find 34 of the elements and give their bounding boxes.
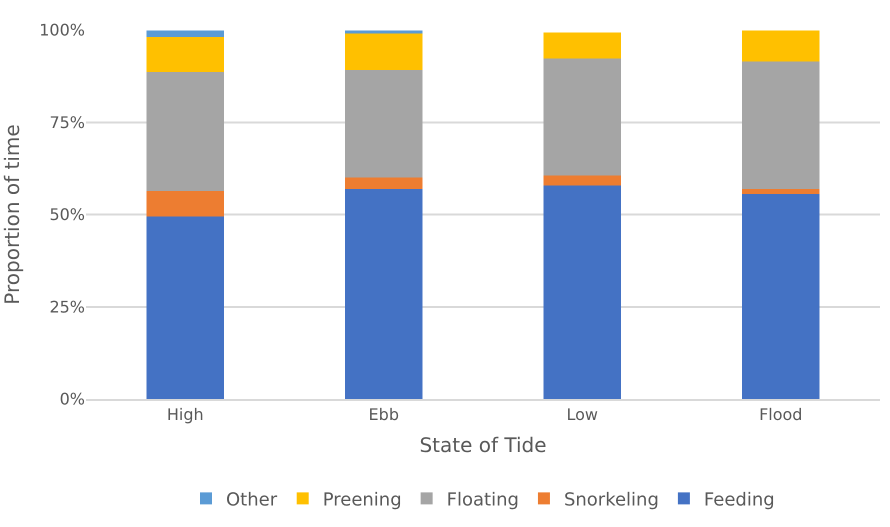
- legend-label: Snorkeling: [564, 489, 659, 510]
- y-tick-label: 25%: [49, 297, 85, 316]
- bar: [544, 186, 621, 399]
- bar: [146, 216, 224, 399]
- bar: [345, 178, 422, 190]
- legend-label: Other: [226, 489, 278, 510]
- x-tick-label: Low: [566, 404, 598, 424]
- y-tick-label: 100%: [39, 20, 85, 40]
- y-tick-label: 75%: [49, 112, 85, 132]
- y-axis-title: Proportion of time: [0, 124, 24, 305]
- bar: [345, 30, 422, 34]
- bar: [146, 190, 224, 216]
- x-tick-label: High: [166, 404, 204, 424]
- bar: [544, 58, 621, 176]
- bar: [146, 30, 224, 38]
- bar: [742, 30, 820, 62]
- bar: [544, 175, 621, 186]
- legend-label: Feeding: [704, 489, 775, 510]
- bar: [345, 70, 422, 178]
- bar: [146, 72, 224, 191]
- bar: [742, 62, 820, 190]
- y-tick-label: 0%: [60, 390, 85, 409]
- bar: [742, 194, 820, 399]
- bar: [345, 189, 422, 399]
- legend-label: Floating: [446, 489, 519, 510]
- x-tick-label: Ebb: [368, 404, 399, 424]
- bar: [742, 189, 820, 194]
- bar: [544, 32, 621, 58]
- x-tick-label: Flood: [759, 404, 802, 424]
- bar: [146, 37, 224, 72]
- y-tick-label: 50%: [49, 205, 85, 224]
- x-axis-title: State of Tide: [419, 432, 547, 457]
- bar: [345, 34, 422, 70]
- legend-label: Preening: [322, 489, 402, 510]
